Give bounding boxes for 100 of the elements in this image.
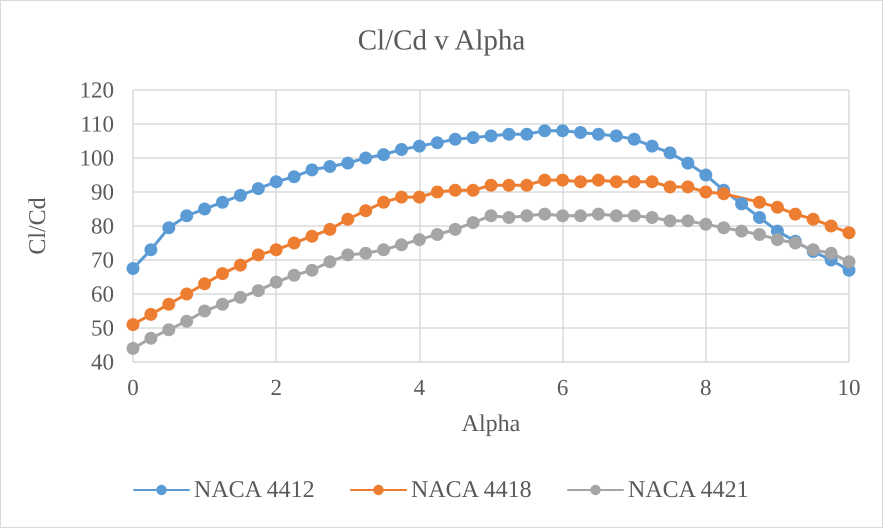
point <box>556 209 570 222</box>
point <box>717 187 730 200</box>
point <box>664 180 676 194</box>
point <box>484 178 498 192</box>
point <box>323 222 336 236</box>
point <box>592 174 605 187</box>
point <box>466 216 480 230</box>
x-axis-title: Alpha <box>462 411 521 437</box>
x-tick-label: 0 <box>127 375 139 400</box>
y-tick-label: 100 <box>80 146 114 170</box>
legend-label: NACA 4412 <box>194 477 315 503</box>
point <box>824 220 838 232</box>
point <box>288 236 301 250</box>
point <box>162 221 176 234</box>
y-tick-label: 60 <box>91 282 114 306</box>
x-tick-label: 10 <box>838 375 860 400</box>
y-tick-label: 120 <box>80 78 114 102</box>
point <box>377 243 390 256</box>
point <box>628 209 641 222</box>
point <box>628 132 641 146</box>
point <box>270 243 283 256</box>
x-tick-label: 2 <box>270 375 282 400</box>
point <box>484 129 498 142</box>
point <box>412 233 426 246</box>
point <box>538 124 552 138</box>
point <box>216 298 229 311</box>
point <box>717 221 730 234</box>
point <box>753 196 766 209</box>
chart-title: Cl/Cd v Alpha <box>358 24 526 56</box>
point <box>699 168 712 182</box>
point <box>646 211 659 224</box>
point <box>681 156 694 170</box>
point <box>126 262 140 275</box>
point <box>180 209 194 222</box>
point <box>592 208 605 221</box>
point <box>144 332 158 345</box>
point <box>252 182 265 196</box>
point <box>198 202 212 216</box>
legend-label: NACA 4418 <box>411 477 532 503</box>
x-tick-label: 4 <box>414 375 426 400</box>
point <box>126 318 140 332</box>
point <box>395 143 408 156</box>
point <box>592 128 605 141</box>
point <box>574 209 587 222</box>
y-tick-label: 80 <box>91 214 114 238</box>
point <box>681 180 694 194</box>
point <box>538 174 552 187</box>
point <box>412 140 426 153</box>
point <box>216 196 229 209</box>
point <box>126 342 140 355</box>
point <box>341 212 354 226</box>
point <box>502 211 516 224</box>
point <box>252 248 265 262</box>
x-tick-label: 6 <box>556 375 568 400</box>
point <box>162 298 176 311</box>
point <box>430 186 444 198</box>
point <box>466 131 480 144</box>
point <box>288 268 301 282</box>
x-tick-label: 8 <box>700 375 712 400</box>
point <box>448 132 462 146</box>
point <box>484 209 498 222</box>
point <box>735 224 748 238</box>
point <box>252 284 265 298</box>
point <box>162 323 176 336</box>
point <box>306 230 318 243</box>
y-tick-label: 40 <box>91 350 114 374</box>
point <box>144 243 158 256</box>
point <box>377 148 390 162</box>
point <box>788 208 802 221</box>
point <box>359 246 372 260</box>
point <box>377 196 390 209</box>
legend-label: NACA 4421 <box>628 477 749 503</box>
point <box>520 178 534 192</box>
point <box>198 304 212 318</box>
point <box>180 288 194 300</box>
point <box>234 258 247 272</box>
point <box>323 160 336 173</box>
point <box>144 308 158 321</box>
point <box>770 200 784 214</box>
point <box>216 267 229 280</box>
point <box>520 128 534 141</box>
point <box>234 188 247 202</box>
point <box>502 128 516 141</box>
point <box>234 290 247 304</box>
point <box>502 178 516 192</box>
point <box>842 226 856 240</box>
point <box>681 214 694 228</box>
point <box>842 255 856 268</box>
point <box>412 190 426 204</box>
point <box>610 209 623 222</box>
point <box>359 204 372 218</box>
point <box>270 175 283 188</box>
point <box>198 277 212 290</box>
point <box>806 212 820 226</box>
point <box>430 136 444 150</box>
point <box>574 126 587 139</box>
point <box>395 238 408 252</box>
point <box>538 208 552 221</box>
y-tick-label: 70 <box>91 248 114 272</box>
point <box>448 222 462 236</box>
